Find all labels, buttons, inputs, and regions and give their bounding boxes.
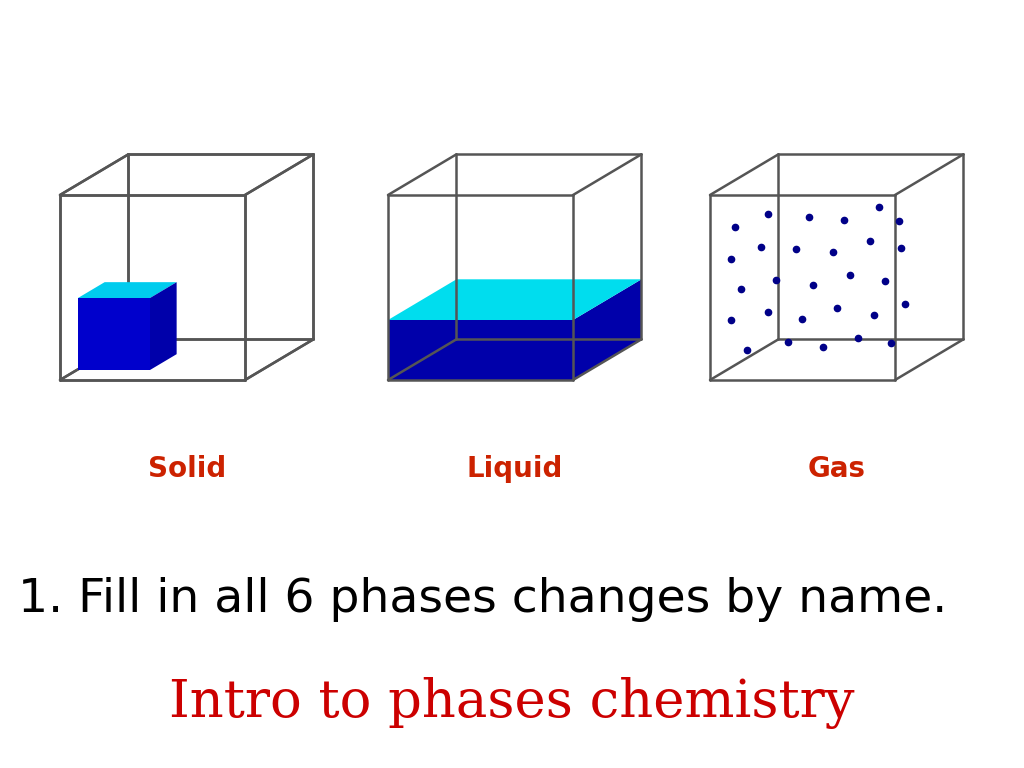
Text: Gas: Gas	[808, 455, 865, 483]
Text: Liquid: Liquid	[467, 455, 563, 483]
Polygon shape	[150, 282, 176, 370]
Polygon shape	[388, 320, 573, 380]
Text: Solid: Solid	[147, 455, 226, 483]
Polygon shape	[78, 298, 150, 370]
Polygon shape	[388, 280, 641, 320]
Polygon shape	[78, 282, 176, 298]
Text: 1. Fill in all 6 phases changes by name.: 1. Fill in all 6 phases changes by name.	[18, 577, 947, 621]
Polygon shape	[388, 339, 641, 380]
Polygon shape	[573, 280, 641, 380]
Text: Intro to phases chemistry: Intro to phases chemistry	[169, 677, 855, 729]
